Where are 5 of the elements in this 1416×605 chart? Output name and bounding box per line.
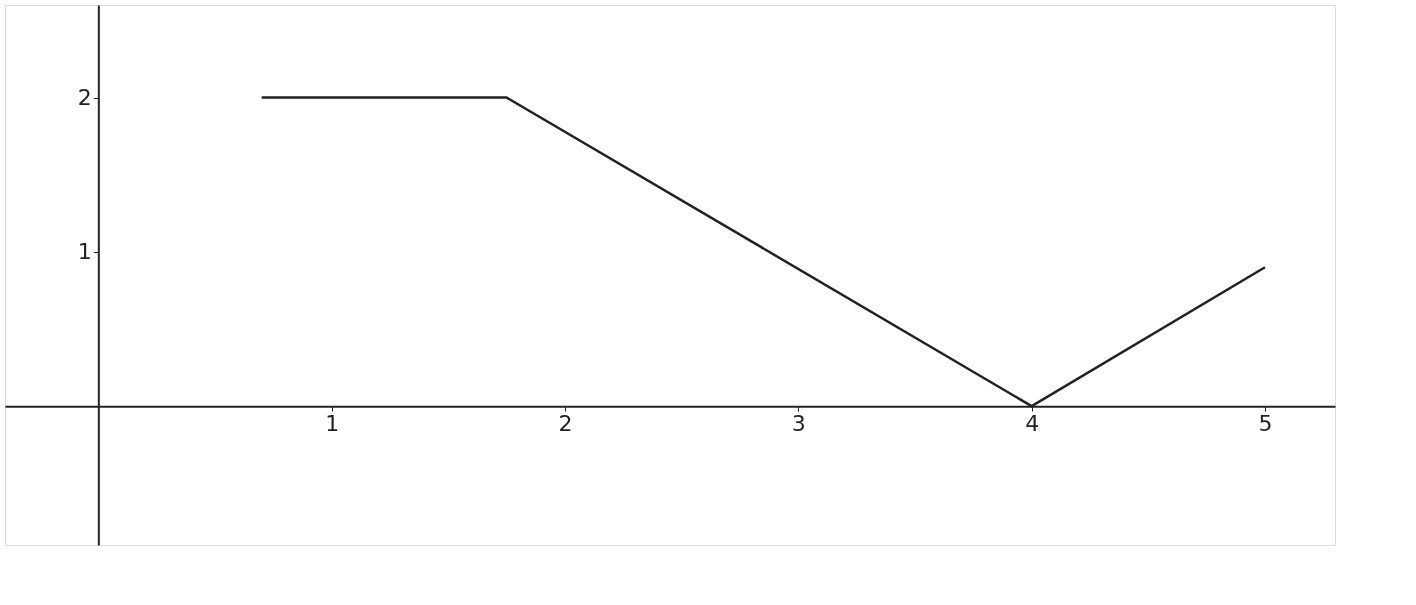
x-tick-label: 2 (558, 410, 573, 436)
x-tick-label: 5 (1258, 410, 1273, 436)
x-tick-label: 4 (1025, 410, 1040, 436)
x-tick-label: 1 (325, 410, 340, 436)
x-tick-label: 3 (791, 410, 806, 436)
